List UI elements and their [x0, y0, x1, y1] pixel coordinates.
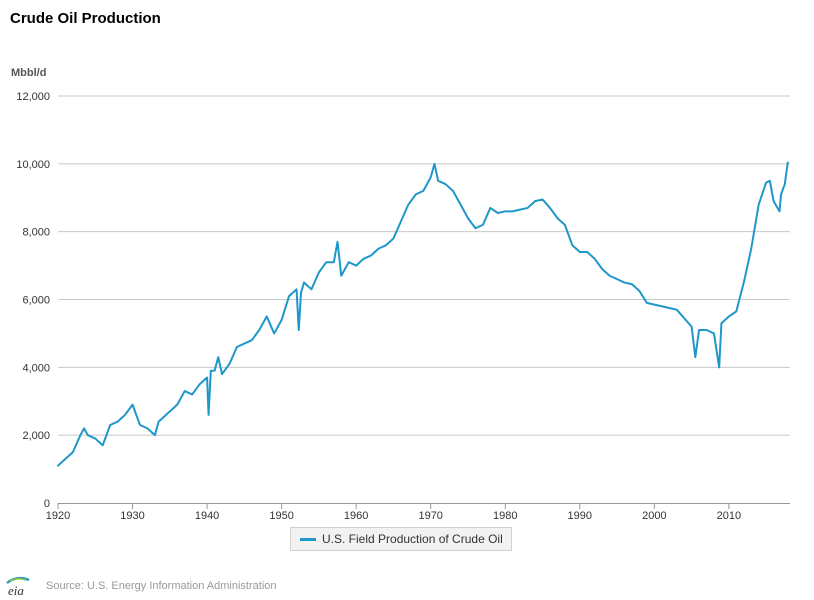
y-tick-label: 8,000	[22, 227, 50, 239]
legend-label: U.S. Field Production of Crude Oil	[322, 532, 503, 546]
x-tick-label: 1940	[195, 510, 219, 522]
x-axis: 1920 1930 1940 1950 1960 1970 1980 1990 2000 2010	[46, 503, 790, 522]
y-tick-label: 6,000	[22, 295, 50, 307]
chart-title: Crude Oil Production	[10, 10, 161, 27]
series-layer	[57, 161, 789, 467]
x-tick-label: 1960	[344, 510, 368, 522]
source-text: Source: U.S. Energy Information Administ…	[46, 580, 277, 592]
y-tick-label: 12,000	[16, 91, 50, 103]
chart-legend[interactable]: U.S. Field Production of Crude Oil	[290, 527, 512, 551]
x-tick-label: 1970	[418, 510, 442, 522]
legend-swatch	[300, 537, 316, 541]
y-tick-label: 0	[44, 498, 50, 510]
eia-logo-text: eia	[8, 583, 24, 598]
eia-logo-icon: eia	[6, 576, 30, 598]
x-tick-label: 1920	[46, 510, 70, 522]
x-tick-label: 2010	[717, 510, 741, 522]
x-tick-label: 1930	[120, 510, 144, 522]
grid-lines	[58, 95, 790, 436]
y-axis-ticks: 0 2,000 4,000 6,000 8,000 10,000 12,000	[16, 91, 50, 510]
x-tick-label: 1950	[269, 510, 293, 522]
y-tick-label: 4,000	[22, 362, 50, 374]
y-tick-label: 10,000	[16, 159, 50, 171]
y-axis-unit-label: Mbbl/d	[11, 67, 47, 79]
x-tick-label: 1980	[493, 510, 517, 522]
source-credit: eia Source: U.S. Energy Information Admi…	[4, 574, 277, 598]
x-tick-label: 1990	[568, 510, 592, 522]
x-tick-label: 2000	[642, 510, 666, 522]
y-tick-label: 2,000	[22, 430, 50, 442]
series-line[interactable]	[57, 161, 789, 467]
